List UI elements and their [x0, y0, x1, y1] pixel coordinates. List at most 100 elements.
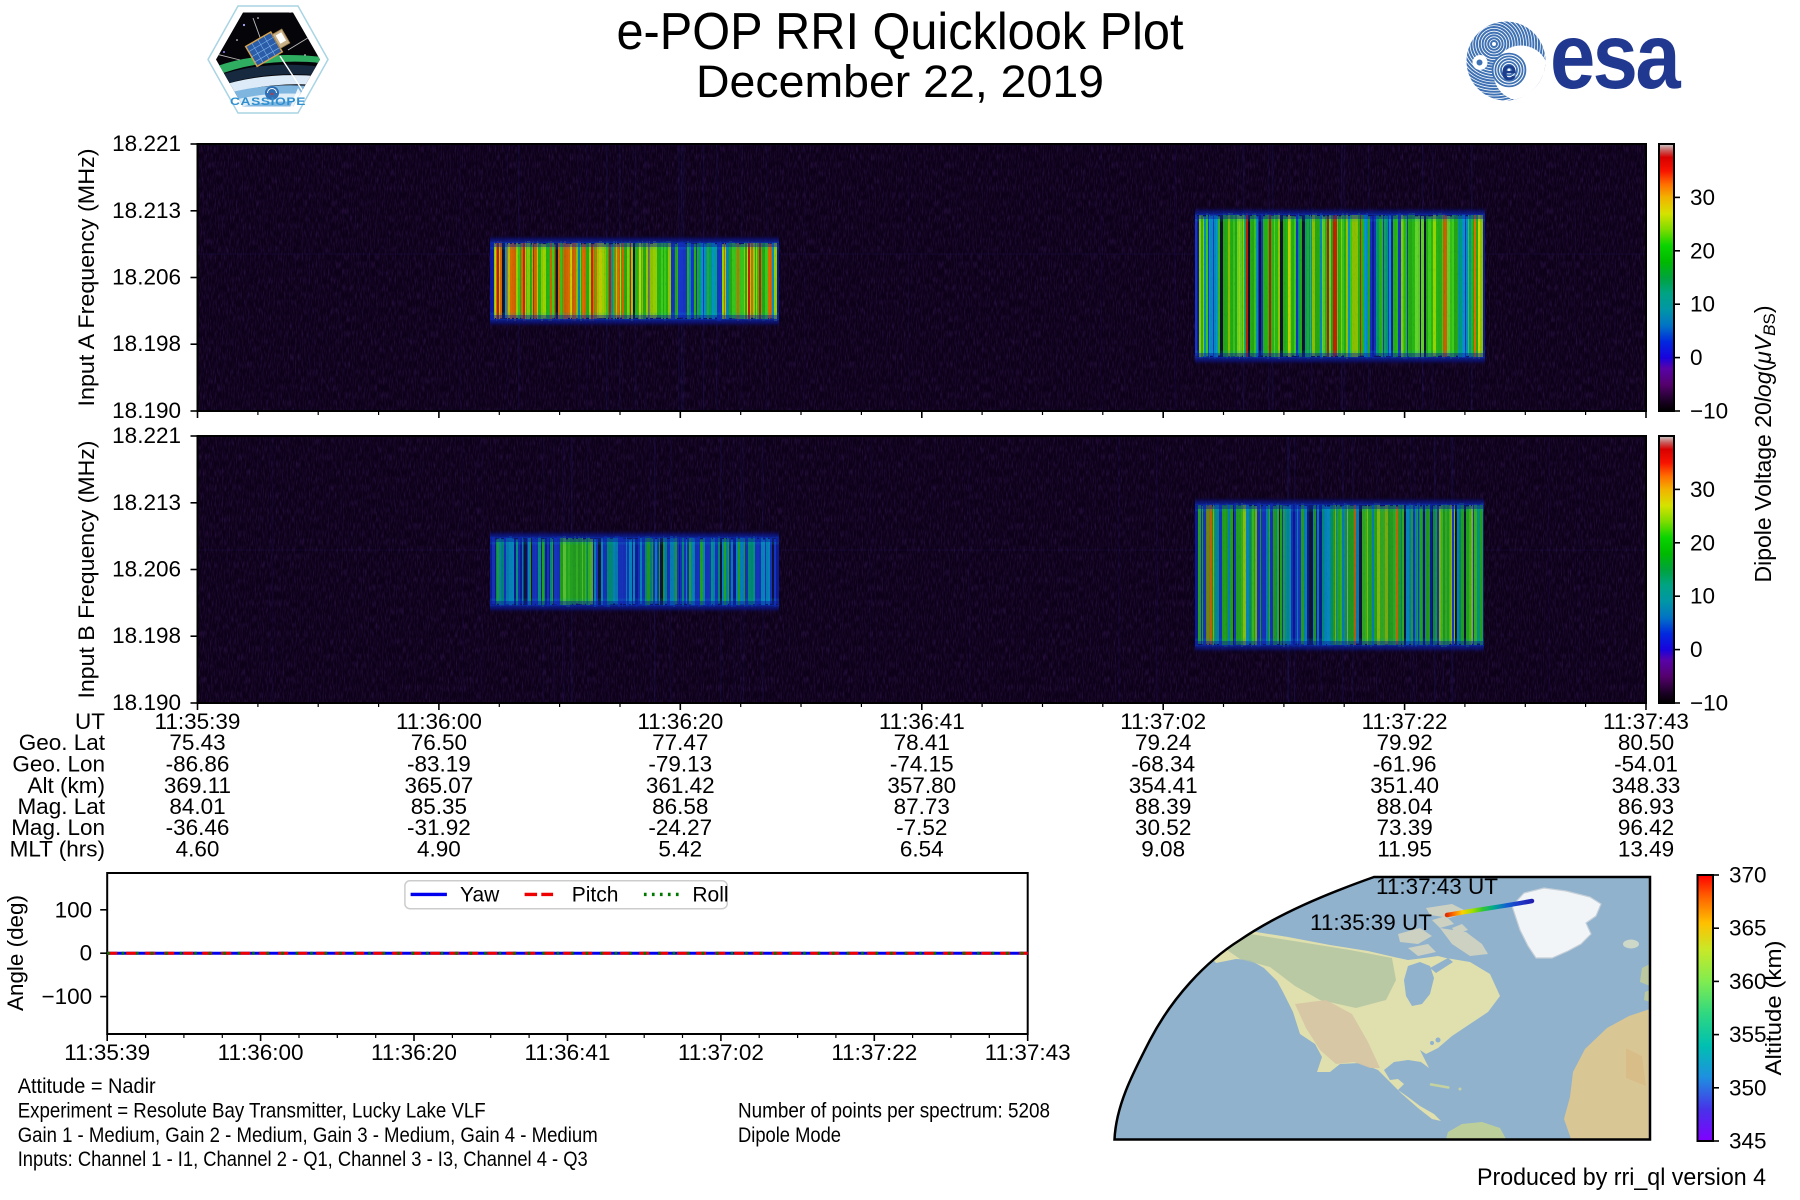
svg-text:18.198: 18.198 [112, 331, 181, 356]
svg-text:6.54: 6.54 [900, 837, 944, 862]
svg-text:11:37:43: 11:37:43 [1603, 709, 1689, 734]
svg-text:4.60: 4.60 [176, 837, 220, 862]
svg-text:18.213: 18.213 [112, 490, 181, 515]
svg-text:−10: −10 [1690, 399, 1728, 424]
svg-text:esa: esa [1550, 4, 1682, 108]
svg-text:13.49: 13.49 [1618, 837, 1674, 862]
svg-text:10: 10 [1690, 292, 1715, 317]
svg-text:Produced by rri_ql version 4: Produced by rri_ql version 4 [1477, 1164, 1766, 1191]
svg-text:-79.13: -79.13 [648, 752, 712, 777]
svg-text:11:37:02: 11:37:02 [678, 1040, 764, 1065]
svg-text:11:36:00: 11:36:00 [396, 709, 482, 734]
svg-text:86.93: 86.93 [1618, 794, 1674, 819]
svg-text:348.33: 348.33 [1612, 773, 1681, 798]
svg-text:Inputs: Channel 1 - I1, Channe: Inputs: Channel 1 - I1, Channel 2 - Q1, … [18, 1148, 588, 1171]
svg-text:355: 355 [1729, 1022, 1767, 1047]
svg-text:11:37:43 UT: 11:37:43 UT [1376, 874, 1498, 899]
svg-text:e-POP RRI Quicklook Plot: e-POP RRI Quicklook Plot [617, 3, 1185, 61]
svg-text:5.42: 5.42 [658, 837, 702, 862]
svg-text:80.50: 80.50 [1618, 730, 1674, 755]
svg-text:Yaw: Yaw [460, 884, 500, 907]
svg-text:11:37:43: 11:37:43 [985, 1040, 1071, 1065]
svg-text:354.41: 354.41 [1129, 773, 1198, 798]
svg-text:18.190: 18.190 [112, 398, 181, 423]
svg-text:-7.52: -7.52 [896, 815, 947, 840]
svg-text:11:37:22: 11:37:22 [1362, 709, 1448, 734]
svg-text:-86.86: -86.86 [166, 752, 230, 777]
svg-text:-74.15: -74.15 [890, 752, 954, 777]
svg-text:−100: −100 [42, 984, 93, 1009]
svg-text:76.50: 76.50 [411, 730, 467, 755]
svg-text:18.221: 18.221 [112, 131, 181, 156]
svg-text:11:37:22: 11:37:22 [831, 1040, 917, 1065]
svg-text:30: 30 [1690, 185, 1715, 210]
svg-text:UT: UT [75, 709, 105, 734]
svg-text:0: 0 [80, 941, 93, 966]
svg-text:84.01: 84.01 [169, 794, 225, 819]
svg-text:Dipole Voltage 20log(μVBS): Dipole Voltage 20log(μVBS) [1750, 306, 1779, 583]
svg-text:365: 365 [1729, 916, 1767, 941]
svg-text:Gain 1 - Medium, Gain 2 - Medi: Gain 1 - Medium, Gain 2 - Medium, Gain 3… [18, 1124, 598, 1147]
svg-text:100: 100 [55, 897, 93, 922]
svg-text:0: 0 [1690, 637, 1703, 662]
svg-text:Mag. Lat: Mag. Lat [17, 794, 105, 819]
svg-text:11.95: 11.95 [1377, 837, 1432, 862]
svg-text:361.42: 361.42 [646, 773, 715, 798]
svg-text:11:35:39: 11:35:39 [64, 1040, 150, 1065]
svg-text:10: 10 [1690, 584, 1715, 609]
svg-text:18.206: 18.206 [112, 557, 181, 582]
svg-text:Geo. Lon: Geo. Lon [12, 752, 105, 777]
svg-text:Input B Frequency (MHz): Input B Frequency (MHz) [74, 441, 99, 699]
svg-text:88.04: 88.04 [1376, 794, 1432, 819]
svg-text:78.41: 78.41 [894, 730, 950, 755]
svg-text:11:35:39 UT: 11:35:39 UT [1310, 910, 1432, 935]
svg-text:85.35: 85.35 [411, 794, 467, 819]
svg-text:11:37:02: 11:37:02 [1120, 709, 1206, 734]
svg-text:-31.92: -31.92 [407, 815, 471, 840]
svg-text:Input A Frequency (MHz): Input A Frequency (MHz) [74, 149, 99, 407]
svg-text:345: 345 [1729, 1129, 1767, 1154]
svg-text:Angle (deg): Angle (deg) [3, 895, 28, 1011]
svg-text:Dipole Mode: Dipole Mode [738, 1124, 841, 1147]
svg-text:11:36:41: 11:36:41 [525, 1040, 611, 1065]
svg-text:73.39: 73.39 [1376, 815, 1432, 840]
svg-text:20: 20 [1690, 238, 1715, 263]
svg-text:11:36:41: 11:36:41 [879, 709, 965, 734]
svg-text:Alt (km): Alt (km) [28, 773, 106, 798]
svg-text:351.40: 351.40 [1370, 773, 1439, 798]
svg-text:87.73: 87.73 [894, 794, 950, 819]
svg-text:CASSIOPE: CASSIOPE [230, 96, 306, 108]
svg-text:75.43: 75.43 [169, 730, 225, 755]
svg-text:Number of points per spectrum:: Number of points per spectrum: 5208 [738, 1100, 1050, 1123]
svg-text:11:35:39: 11:35:39 [155, 709, 241, 734]
svg-text:96.42: 96.42 [1618, 815, 1674, 840]
svg-text:Experiment = Resolute Bay Tran: Experiment = Resolute Bay Transmitter, L… [18, 1100, 486, 1123]
svg-text:350: 350 [1729, 1075, 1767, 1100]
svg-text:9.08: 9.08 [1141, 837, 1185, 862]
svg-text:-61.96: -61.96 [1373, 752, 1437, 777]
svg-text:18.198: 18.198 [112, 623, 181, 648]
svg-text:-54.01: -54.01 [1614, 752, 1678, 777]
svg-text:30: 30 [1690, 477, 1715, 502]
svg-text:20: 20 [1690, 530, 1715, 555]
svg-text:11:36:20: 11:36:20 [371, 1040, 457, 1065]
svg-text:79.24: 79.24 [1135, 730, 1191, 755]
svg-text:11:36:20: 11:36:20 [637, 709, 723, 734]
svg-text:e: e [1501, 55, 1517, 86]
svg-text:Pitch: Pitch [572, 884, 619, 907]
svg-text:MLT (hrs): MLT (hrs) [10, 837, 105, 862]
svg-text:88.39: 88.39 [1135, 794, 1191, 819]
svg-text:-83.19: -83.19 [407, 752, 471, 777]
svg-text:18.190: 18.190 [112, 690, 181, 715]
svg-text:18.221: 18.221 [112, 423, 181, 448]
svg-text:86.58: 86.58 [652, 794, 708, 819]
svg-text:-68.34: -68.34 [1131, 752, 1195, 777]
svg-text:-24.27: -24.27 [648, 815, 712, 840]
svg-text:365.07: 365.07 [404, 773, 473, 798]
svg-text:369.11: 369.11 [164, 773, 231, 798]
svg-text:0: 0 [1690, 345, 1703, 370]
svg-text:Mag. Lon: Mag. Lon [11, 815, 105, 840]
svg-text:−10: −10 [1690, 691, 1728, 716]
svg-text:-36.46: -36.46 [166, 815, 230, 840]
svg-text:4.90: 4.90 [417, 837, 461, 862]
